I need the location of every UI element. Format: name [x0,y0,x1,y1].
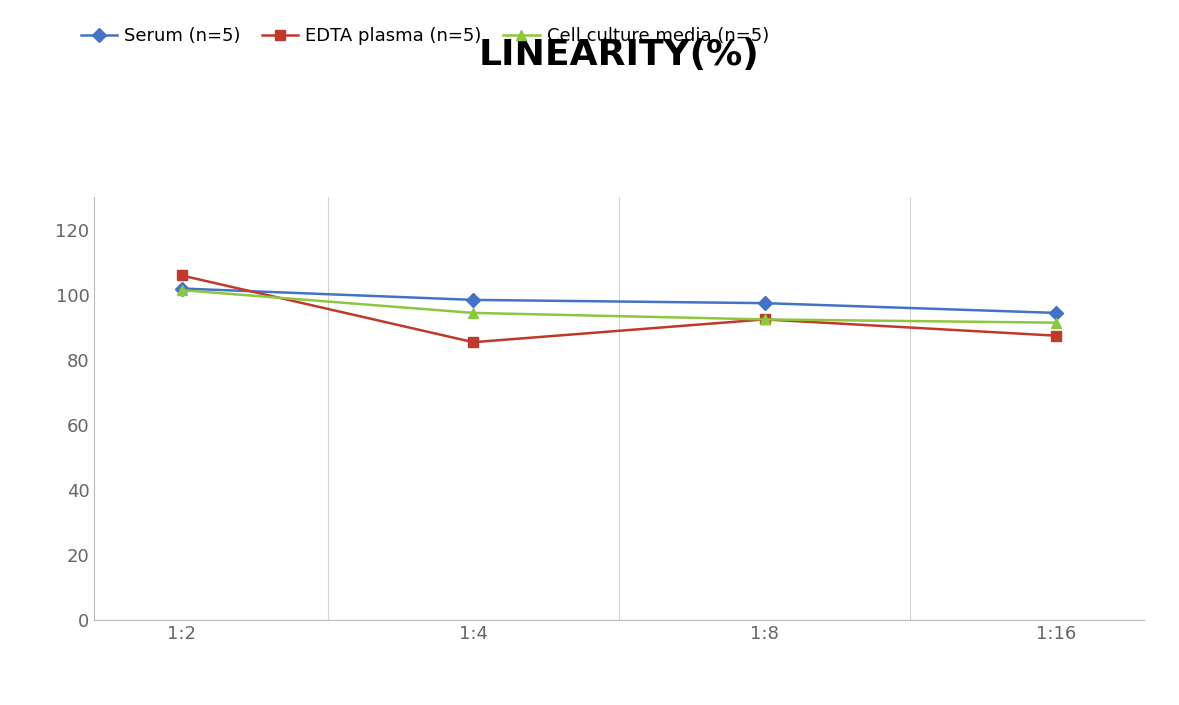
Cell culture media (n=5) [1049,319,1063,327]
Serum (n=5) [1049,309,1063,317]
EDTA plasma (n=5) [758,315,772,324]
Serum (n=5) [758,299,772,307]
EDTA plasma (n=5) [1049,331,1063,340]
EDTA plasma (n=5) [174,271,189,280]
Cell culture media (n=5) [758,315,772,324]
Serum (n=5) [466,295,480,304]
Serum (n=5) [174,284,189,293]
Cell culture media (n=5) [174,286,189,295]
Line: Cell culture media (n=5): Cell culture media (n=5) [177,286,1061,328]
Cell culture media (n=5) [466,309,480,317]
Line: Serum (n=5): Serum (n=5) [177,283,1061,318]
Title: LINEARITY(%): LINEARITY(%) [479,39,759,73]
Legend: Serum (n=5), EDTA plasma (n=5), Cell culture media (n=5): Serum (n=5), EDTA plasma (n=5), Cell cul… [73,20,776,52]
EDTA plasma (n=5) [466,338,480,346]
Line: EDTA plasma (n=5): EDTA plasma (n=5) [177,271,1061,347]
